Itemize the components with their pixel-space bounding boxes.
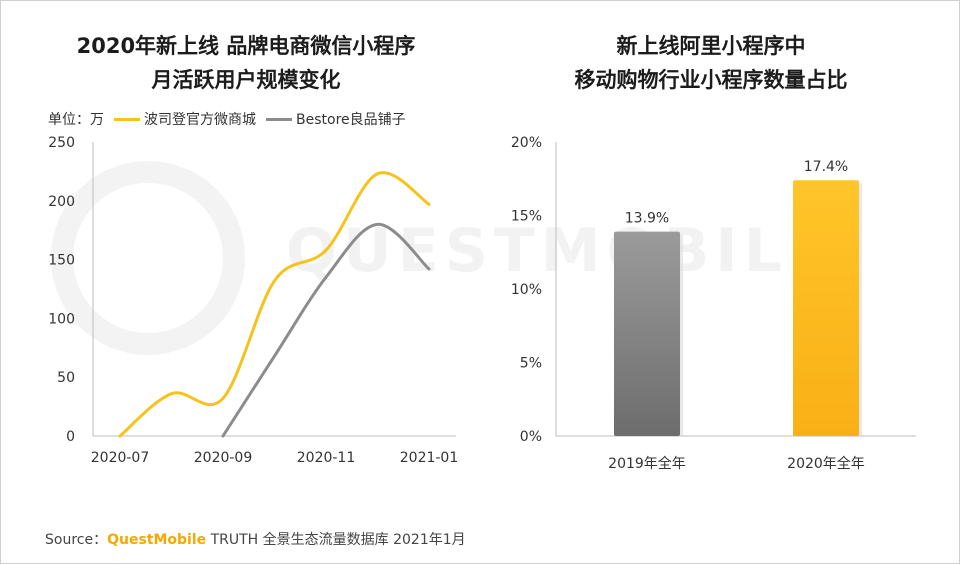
bar-y-tick-label: 15% [511, 209, 542, 225]
left-chart-title-line1: 2020年新上线 品牌电商微信小程序 [76, 34, 416, 58]
y-tick-label: 50 [57, 370, 75, 386]
right-chart-title-line2: 移动购物行业小程序数量占比 [574, 68, 848, 92]
bar-y-tick-label: 20% [511, 135, 542, 151]
right-chart-title: 新上线阿里小程序中 移动购物行业小程序数量占比 [501, 29, 921, 97]
source-rest: TRUTH 全景生态流量数据库 2021年1月 [206, 532, 466, 548]
legend-label-series-2: Bestore良品铺子 [296, 112, 406, 128]
x-tick-label: 2020-09 [194, 450, 253, 466]
y-tick-label: 200 [48, 194, 75, 210]
legend-label-series-1: 波司登官方微商城 [144, 112, 256, 128]
legend-swatch-series-1 [114, 117, 140, 121]
source-brand: QuestMobile [107, 532, 207, 548]
bar-category-label: 2019年全年 [608, 455, 686, 472]
bar-y-tick-label: 0% [520, 429, 542, 445]
line-chart-legend: 单位：万 波司登官方微商城 Bestore良品铺子 [48, 109, 406, 129]
x-tick-label: 2021-01 [400, 450, 459, 466]
left-chart-title-line2: 月活跃用户规模变化 [151, 68, 341, 92]
bar-value-label: 13.9% [625, 211, 669, 227]
y-tick-label: 250 [48, 135, 75, 151]
watermark-text: QUESTMOBILE [286, 216, 835, 286]
bar-1 [614, 231, 680, 436]
legend-swatch-series-2 [266, 117, 292, 121]
left-chart-title: 2020年新上线 品牌电商微信小程序 月活跃用户规模变化 [41, 29, 451, 97]
bar-category-label: 2020年全年 [787, 455, 865, 472]
source-note: Source：QuestMobile TRUTH 全景生态流量数据库 2021年… [45, 529, 466, 549]
y-tick-label: 0 [66, 429, 75, 445]
bar-y-tick-label: 10% [511, 282, 542, 298]
y-tick-label: 100 [48, 311, 75, 327]
right-chart-title-line1: 新上线阿里小程序中 [616, 34, 806, 58]
bar-2 [793, 180, 859, 436]
x-tick-label: 2020-11 [297, 450, 356, 466]
x-tick-label: 2020-07 [91, 450, 150, 466]
source-prefix: Source： [45, 532, 108, 548]
bar-y-tick-label: 5% [520, 356, 542, 372]
series-line-1 [118, 171, 431, 438]
series-line-2 [221, 222, 431, 438]
bar-value-label: 17.4% [804, 159, 848, 175]
unit-label: 单位：万 [48, 112, 104, 128]
y-tick-label: 150 [48, 253, 75, 269]
